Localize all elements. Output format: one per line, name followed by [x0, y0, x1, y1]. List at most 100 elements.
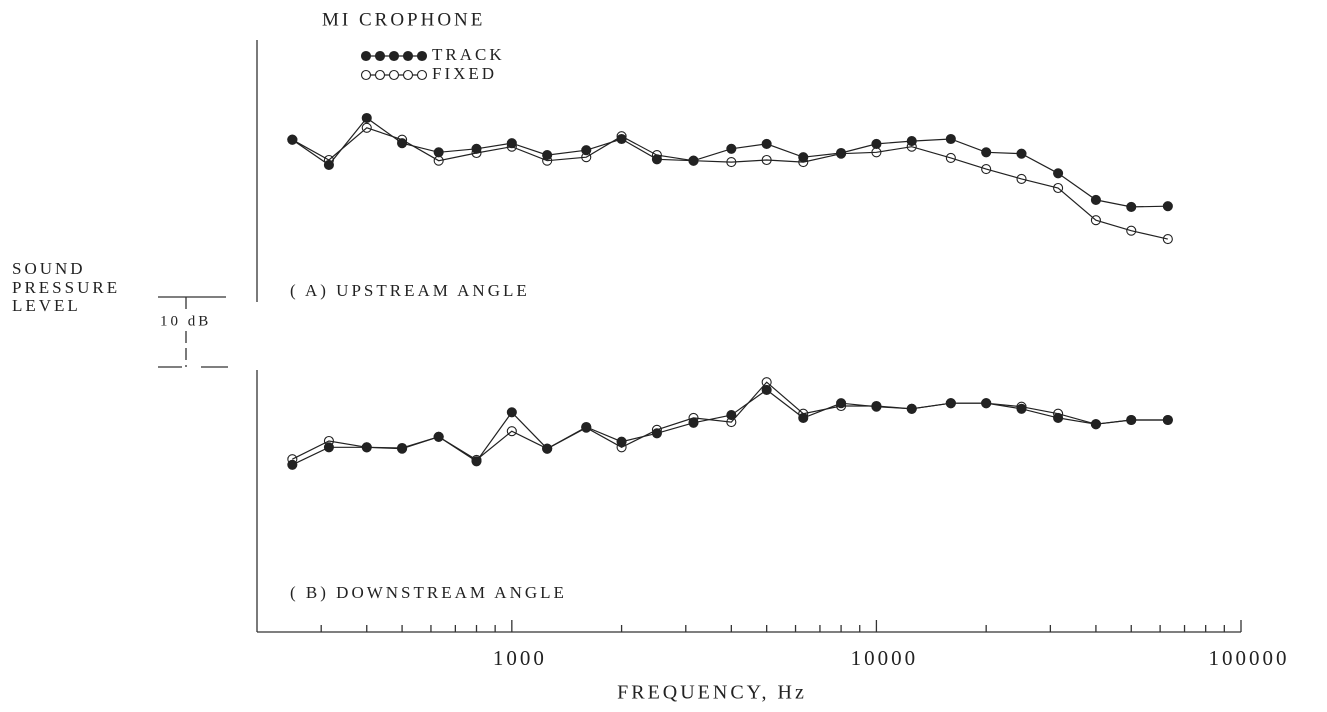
- data-point: [798, 157, 809, 168]
- data-point: [361, 442, 372, 453]
- data-point: [1090, 215, 1101, 226]
- legend-marker: [402, 50, 414, 62]
- data-point: [1162, 201, 1173, 212]
- legend-marker: [360, 50, 372, 62]
- data-point: [433, 147, 444, 158]
- data-point: [871, 147, 882, 158]
- panel-label: ( B) DOWNSTREAM ANGLE: [290, 583, 567, 602]
- data-point: [433, 155, 444, 166]
- data-point: [616, 436, 627, 447]
- y-axis-label: PRESSURE: [12, 278, 120, 297]
- data-point: [471, 147, 482, 159]
- data-point: [1016, 401, 1027, 412]
- data-point: [1126, 414, 1137, 426]
- data-point: [542, 155, 553, 166]
- panel-label: ( A) UPSTREAM ANGLE: [290, 281, 530, 300]
- data-point: [981, 164, 992, 175]
- data-point: [433, 431, 444, 442]
- data-point: [1090, 194, 1101, 205]
- data-point: [287, 459, 298, 470]
- data-point: [945, 152, 956, 163]
- y-axis-label: LEVEL: [12, 296, 81, 315]
- data-point: [361, 122, 372, 133]
- data-point: [836, 148, 847, 159]
- data-point: [361, 112, 372, 124]
- legend-marker: [360, 69, 372, 81]
- data-point: [581, 145, 592, 156]
- y-axis-label: SOUND: [12, 259, 86, 278]
- data-point: [871, 138, 882, 149]
- data-point: [906, 141, 917, 152]
- data-point: [1016, 173, 1027, 184]
- data-point: [906, 136, 917, 147]
- data-point: [836, 398, 847, 409]
- data-point: [616, 442, 627, 453]
- data-point: [836, 400, 847, 412]
- legend-marker: [416, 50, 428, 62]
- data-point: [726, 410, 737, 421]
- data-point: [616, 131, 627, 142]
- data-point: [1053, 408, 1064, 419]
- legend-marker: [402, 69, 414, 81]
- legend-marker: [374, 69, 386, 81]
- data-point: [1162, 414, 1173, 426]
- data-point: [323, 154, 334, 166]
- data-point: [761, 154, 772, 166]
- x-axis-label: FREQUENCY, Hz: [617, 682, 807, 704]
- x-tick-label: 10000: [851, 646, 919, 670]
- legend-marker: [374, 50, 386, 62]
- data-point: [761, 377, 772, 388]
- data-point: [1053, 182, 1064, 194]
- data-point: [761, 384, 772, 395]
- data-point: [761, 138, 772, 149]
- scale-bar-label-bg: [156, 311, 228, 331]
- data-point: [397, 443, 408, 454]
- legend-title: MI CROPHONE: [322, 9, 485, 30]
- data-point: [688, 412, 699, 423]
- legend-marker: [388, 69, 400, 81]
- data-point: [871, 400, 882, 412]
- data-point: [651, 150, 662, 161]
- x-tick-label: 1000: [493, 646, 547, 670]
- data-point: [1090, 419, 1101, 430]
- data-point: [651, 424, 662, 435]
- data-point: [651, 428, 662, 439]
- data-point: [323, 435, 334, 447]
- data-point: [581, 152, 592, 163]
- data-point: [1126, 201, 1137, 212]
- data-point: [542, 150, 553, 161]
- data-point: [506, 426, 517, 437]
- data-point: [726, 417, 737, 428]
- data-point: [506, 141, 517, 152]
- x-tick-label: 100000: [1209, 646, 1290, 670]
- legend-marker: [388, 50, 400, 62]
- series-line: [292, 127, 1168, 240]
- data-point: [726, 157, 737, 168]
- data-point: [1016, 148, 1027, 159]
- data-point: [945, 398, 956, 409]
- data-point: [981, 147, 992, 158]
- scale-bar-label: 10 dB: [160, 313, 211, 329]
- data-point: [726, 143, 737, 154]
- data-point: [1162, 234, 1173, 245]
- data-point: [506, 407, 517, 418]
- data-point: [542, 443, 553, 454]
- data-point: [945, 133, 956, 145]
- data-point: [1126, 225, 1137, 236]
- data-point: [798, 408, 809, 419]
- data-point: [397, 134, 408, 145]
- legend-label: TRACK: [432, 45, 505, 64]
- data-point: [581, 422, 592, 433]
- legend-marker: [416, 69, 428, 81]
- data-point: [287, 134, 298, 145]
- data-point: [616, 133, 627, 145]
- data-point: [1016, 403, 1027, 414]
- data-point: [1053, 168, 1064, 179]
- data-point: [688, 155, 699, 166]
- data-point: [397, 138, 408, 149]
- data-point: [506, 138, 517, 149]
- data-point: [906, 403, 917, 414]
- data-point: [471, 454, 482, 465]
